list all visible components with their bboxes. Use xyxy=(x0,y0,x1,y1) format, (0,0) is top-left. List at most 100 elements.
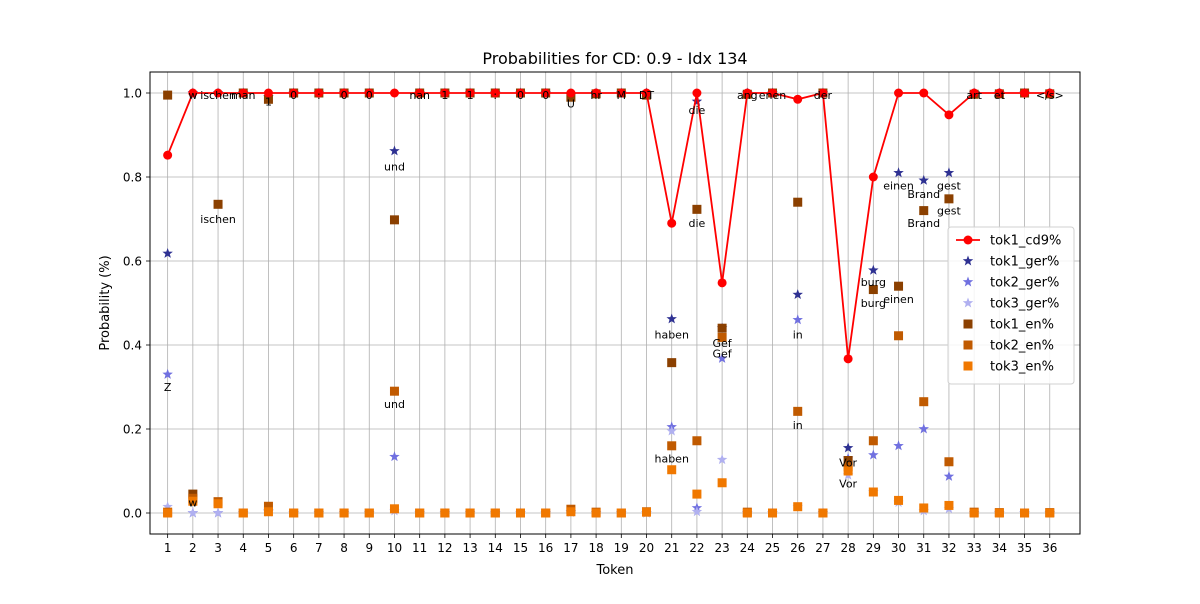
data-point xyxy=(667,358,676,367)
point-annotation: 0 xyxy=(290,89,297,102)
data-point xyxy=(894,89,903,98)
x-tick-label: 8 xyxy=(340,541,348,555)
data-point xyxy=(692,205,701,214)
data-point xyxy=(541,509,550,518)
data-point xyxy=(692,436,701,445)
y-tick-label: 1.0 xyxy=(123,87,142,101)
data-point xyxy=(919,206,928,215)
data-point xyxy=(289,509,298,518)
data-point xyxy=(919,89,928,98)
data-point xyxy=(163,509,172,518)
y-axis-label: Probability (%) xyxy=(98,255,113,350)
data-point xyxy=(365,509,374,518)
data-point xyxy=(692,490,701,499)
data-point xyxy=(642,508,651,517)
x-tick-label: 10 xyxy=(387,541,402,555)
x-tick-label: 11 xyxy=(412,541,427,555)
legend-marker xyxy=(964,341,973,350)
x-tick-label: 24 xyxy=(740,541,755,555)
x-tick-label: 3 xyxy=(214,541,222,555)
x-tick-label: 20 xyxy=(639,541,654,555)
x-tick-label: 15 xyxy=(513,541,528,555)
point-annotation: und xyxy=(384,161,405,174)
data-point xyxy=(793,407,802,416)
point-annotation: 0 xyxy=(517,89,524,102)
y-tick-label: 0.2 xyxy=(123,423,142,437)
point-annotation: . xyxy=(1023,89,1027,102)
legend-label: tok2_ger% xyxy=(990,276,1059,291)
data-point xyxy=(944,194,953,203)
point-annotation: : xyxy=(317,89,321,102)
point-annotation: : xyxy=(493,89,497,102)
x-tick-label: 12 xyxy=(437,541,452,555)
point-annotation: Gef xyxy=(713,347,733,360)
point-annotation: </s> xyxy=(1036,89,1064,102)
x-tick-label: 27 xyxy=(815,541,830,555)
legend: tok1_cd9%tok1_ger%tok2_ger%tok3_ger%tok1… xyxy=(948,227,1074,384)
data-point xyxy=(869,488,878,497)
x-tick-label: 35 xyxy=(1017,541,1032,555)
x-tick-label: 28 xyxy=(840,541,855,555)
y-tick-label: 0.0 xyxy=(123,507,142,521)
data-point xyxy=(919,397,928,406)
data-point xyxy=(163,91,172,100)
point-annotation: die xyxy=(689,104,706,117)
data-point xyxy=(768,509,777,518)
point-annotation: 0 xyxy=(542,89,549,102)
legend-label: tok1_ger% xyxy=(990,255,1059,270)
data-point xyxy=(163,151,172,160)
legend-marker xyxy=(964,320,973,329)
data-point xyxy=(970,509,979,518)
point-annotation: 1 xyxy=(265,95,272,108)
legend-label: tok1_cd9% xyxy=(990,234,1061,249)
data-point xyxy=(793,502,802,511)
x-tick-label: 13 xyxy=(462,541,477,555)
x-tick-label: 23 xyxy=(714,541,729,555)
data-point xyxy=(1045,509,1054,518)
data-point xyxy=(944,110,953,119)
data-point xyxy=(466,509,475,518)
point-annotation: Brand xyxy=(907,217,940,230)
x-tick-label: 32 xyxy=(941,541,956,555)
data-point xyxy=(566,507,575,516)
point-annotation: ang xyxy=(737,89,758,102)
data-point xyxy=(440,509,449,518)
point-annotation: und xyxy=(384,398,405,411)
data-point xyxy=(995,509,1004,518)
point-annotation: 1 xyxy=(467,89,474,102)
data-point xyxy=(894,282,903,291)
x-tick-label: 2 xyxy=(189,541,197,555)
point-annotation: in xyxy=(793,329,803,342)
x-tick-label: 5 xyxy=(265,541,273,555)
data-point xyxy=(592,509,601,518)
point-annotation: man xyxy=(231,89,255,102)
x-tick-label: 29 xyxy=(866,541,881,555)
y-tick-label: 0.6 xyxy=(123,255,142,269)
data-point xyxy=(491,509,500,518)
x-tick-label: 31 xyxy=(916,541,931,555)
x-tick-label: 33 xyxy=(967,541,982,555)
legend-label: tok1_en% xyxy=(990,318,1054,333)
data-point xyxy=(264,507,273,516)
data-point xyxy=(919,503,928,512)
point-annotation: haben xyxy=(654,329,688,342)
data-point xyxy=(390,504,399,513)
data-point xyxy=(818,509,827,518)
data-point xyxy=(516,509,525,518)
point-annotation: DT xyxy=(639,89,654,102)
point-annotation: 0 xyxy=(341,89,348,102)
data-point xyxy=(214,200,223,209)
data-point xyxy=(314,509,323,518)
data-point xyxy=(566,89,575,98)
point-annotation: burg xyxy=(861,297,886,310)
data-point xyxy=(340,509,349,518)
x-tick-label: 30 xyxy=(891,541,906,555)
x-tick-label: 6 xyxy=(290,541,298,555)
data-point xyxy=(869,173,878,182)
data-point xyxy=(214,499,223,508)
point-annotation: die xyxy=(689,217,706,230)
data-point xyxy=(793,95,802,104)
legend-label: tok3_en% xyxy=(990,360,1054,375)
